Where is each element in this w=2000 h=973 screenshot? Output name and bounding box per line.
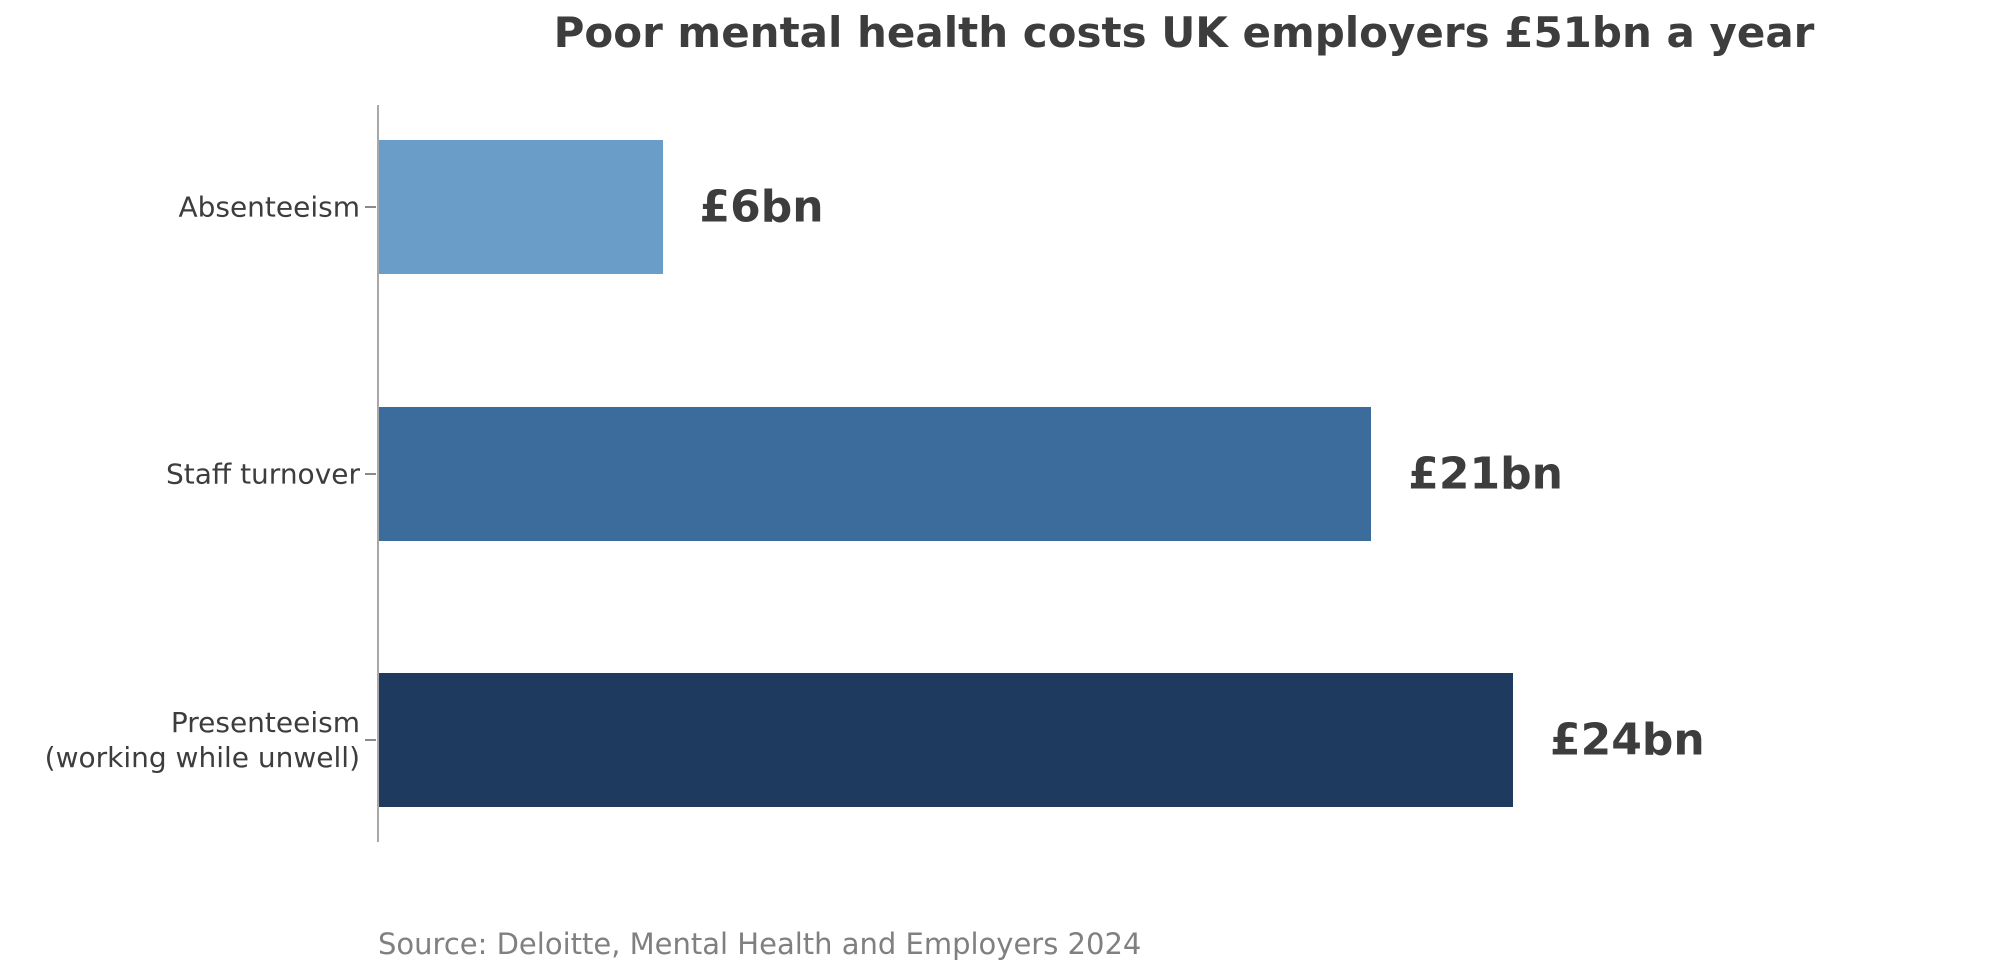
category-label-line: (working while unwell) <box>44 741 360 774</box>
y-tick-staff-turnover <box>365 473 376 475</box>
category-label-line: Absenteeism <box>178 190 360 224</box>
y-axis-line <box>377 105 379 842</box>
chart-title: Poor mental health costs UK employers £5… <box>553 8 1815 57</box>
category-label-line: Staff turnover <box>165 457 360 491</box>
bar-absenteeism <box>379 140 663 274</box>
category-label-line: Presenteeism <box>170 706 360 739</box>
category-label-presenteeism-working-while-unwell: Presenteeism (working while unwell) <box>0 705 360 775</box>
category-label-staff-turnover: Staff turnover <box>0 457 360 492</box>
value-label-staff-turnover: £21bn <box>1408 448 1563 500</box>
category-label-absenteeism: Absenteeism <box>0 190 360 225</box>
bar-staff-turnover <box>379 407 1372 541</box>
bar-presenteeism-working-while-unwell <box>379 673 1513 807</box>
value-label-presenteeism-working-while-unwell: £24bn <box>1550 714 1705 766</box>
y-tick-absenteeism <box>365 206 376 208</box>
value-label-absenteeism: £6bn <box>699 181 824 233</box>
source-caption: Source: Deloitte, Mental Health and Empl… <box>378 927 1142 961</box>
y-tick-presenteeism-working-while-unwell <box>365 739 376 741</box>
